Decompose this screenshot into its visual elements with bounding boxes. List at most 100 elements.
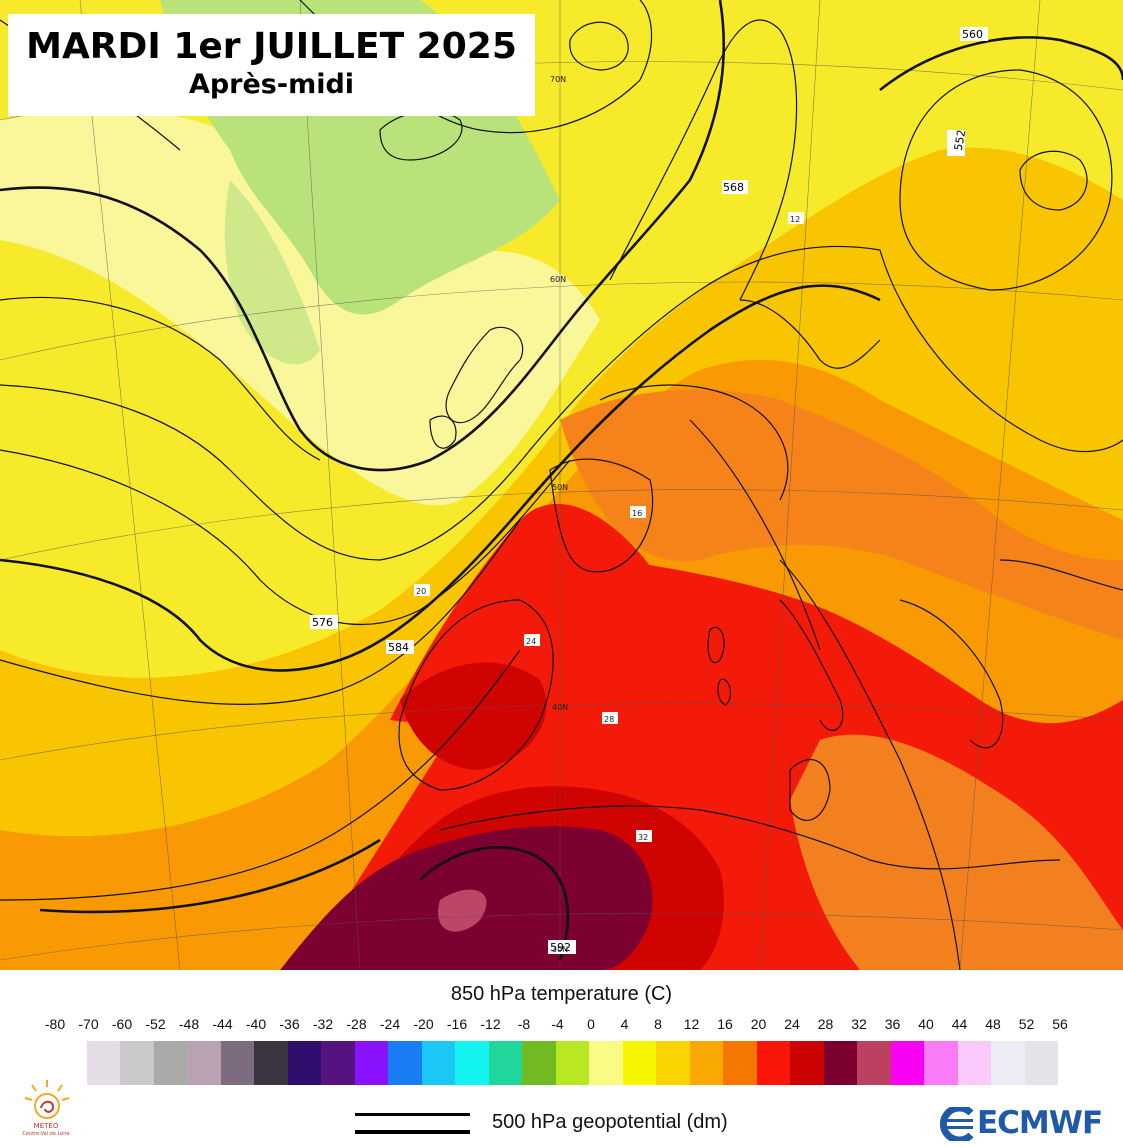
colorbar-tick-label: -12 [480, 1016, 501, 1032]
colorbar-ticks: -80 -70 -60 -52 -48 -44 -40 -36 -32 -28 -24 -20 -16-… [0, 1016, 1123, 1036]
colorbar-tick-label: 24 [784, 1016, 800, 1032]
contour-label-bg [386, 640, 414, 654]
colorbar-swatch [455, 1041, 489, 1085]
meteo-sun-logo-icon [24, 1080, 70, 1119]
colorbar-tick-label: 8 [654, 1016, 662, 1032]
map-title: MARDI 1er JUILLET 2025 [26, 26, 517, 67]
colorbar-tick-label: 4 [620, 1016, 629, 1032]
colorbar-tick-label: -48 [178, 1016, 200, 1032]
colorbar-swatch [87, 1041, 121, 1085]
geopotential-line-sample-thick [355, 1130, 470, 1134]
latitude-label-60n: 60N [550, 275, 566, 284]
colorbar-tick-label: -24 [379, 1016, 401, 1032]
latitude-label-70n: 70N [550, 75, 566, 84]
colorbar-tick-label: -80 [44, 1016, 66, 1032]
temp-label-bg [602, 712, 618, 724]
meteo-logo-region: Centre-Val de Loire [22, 1131, 70, 1137]
colorbar-tick-label: -60 [111, 1016, 133, 1032]
temp-label-bg [636, 830, 652, 842]
contour-label-group: 560 552 568 576 584 592 [310, 27, 988, 954]
colorbar-swatch [622, 1041, 657, 1085]
meteo-logo-name: MÉTÉO [33, 1122, 59, 1130]
colorbar-swatch [153, 1041, 188, 1085]
temp-label-12: 12 [790, 215, 800, 224]
colorbar-swatch [890, 1041, 925, 1085]
warm-band-central [560, 389, 1123, 640]
contour-label-bg [310, 615, 338, 629]
colorbar-swatch [220, 1041, 255, 1085]
colorbar-tick-label: -20 [413, 1016, 434, 1032]
temp-label-28: 28 [604, 715, 614, 724]
warm-band-gold [0, 147, 1123, 866]
ecmwf-logo: ECMWF [935, 1105, 1115, 1143]
colorbar-tick-label: 28 [817, 1016, 834, 1032]
legend-title: 850 hPa temperature (C) [450, 983, 673, 1005]
temp-label-bg [414, 584, 430, 596]
geopotential-line-sample-thin [355, 1113, 470, 1116]
colorbar-swatch [790, 1041, 824, 1085]
latitude-label-group: 70N 60N 50N 40N 30N [550, 75, 568, 954]
latitude-label-50n: 50N [552, 483, 568, 492]
colorbar-tick-label: 16 [717, 1016, 733, 1032]
warm-region-libya [790, 734, 1123, 970]
temp-label-24: 24 [526, 637, 536, 646]
geopotential-legend-label: 500 hPa geopotential (dm) [492, 1111, 728, 1133]
colorbar-tick-label: 52 [1018, 1016, 1035, 1032]
colorbar-swatch [823, 1041, 858, 1085]
colorbar-swatch [924, 1041, 958, 1085]
colorbar-tick-label: 32 [851, 1016, 867, 1032]
colorbar-swatch [522, 1041, 556, 1085]
extreme-heat-core [438, 889, 487, 932]
colorbar-swatch [991, 1041, 1025, 1085]
colorbar-swatch [287, 1041, 322, 1085]
colorbar-swatch [656, 1041, 690, 1085]
colorbar-swatch [756, 1041, 791, 1085]
colorbar-tick-label: -8 [517, 1016, 531, 1032]
colorbar-tick-label: -32 [312, 1016, 334, 1032]
colorbar-tick-label: -36 [279, 1016, 300, 1032]
colorbar-tick-label: 0 [587, 1016, 595, 1032]
colorbar-tick-label: 20 [750, 1016, 767, 1032]
map-subtitle: Après-midi [188, 69, 355, 100]
temp-label-bg [630, 506, 646, 518]
colorbar-tick-label: 56 [1052, 1016, 1068, 1032]
colorbar-swatch [388, 1041, 422, 1085]
latitude-label-30n: 30N [552, 945, 568, 954]
colorbar-swatch [689, 1041, 724, 1085]
meteo-logo: MÉTÉO Centre-Val de Loire [14, 1078, 78, 1144]
colorbar-swatch [488, 1041, 523, 1085]
colorbar-tick-label: 36 [884, 1016, 901, 1032]
temp-label-20: 20 [416, 587, 426, 596]
colorbar-swatch [723, 1041, 757, 1085]
colorbar [87, 1041, 1059, 1085]
temp-label-bg [524, 634, 540, 646]
contour-label-bg [947, 130, 965, 156]
colorbar-tick-label: 48 [985, 1016, 1001, 1032]
colorbar-tick-label: -40 [245, 1016, 267, 1032]
contour-label-bg [548, 940, 576, 954]
colorbar-tick-label: -16 [446, 1016, 468, 1032]
colorbar-tick-label: 12 [683, 1016, 700, 1032]
temperature-label-group: 12 16 20 24 28 32 [414, 212, 804, 842]
colorbar-tick-label: 40 [918, 1016, 934, 1032]
colorbar-swatch [421, 1041, 456, 1085]
cool-region-tongue [224, 180, 320, 365]
geopotential-legend: 500 hPa geopotential (dm) [355, 1108, 775, 1140]
contour-label-bg [960, 27, 988, 41]
ecmwf-wordmark: ECMWF [977, 1105, 1103, 1141]
contour-label-584: 584 [388, 641, 409, 654]
temp-label-16: 16 [632, 509, 642, 518]
colorbar-swatch [354, 1041, 389, 1085]
contour-label-560: 560 [962, 28, 983, 41]
colorbar-swatch [555, 1041, 590, 1085]
contour-label-568: 568 [723, 181, 744, 194]
colorbar-swatch [254, 1041, 288, 1085]
colorbar-swatch [589, 1041, 623, 1085]
latitude-label-40n: 40N [552, 703, 568, 712]
contour-label-576: 576 [312, 616, 333, 629]
contour-label-552: 552 [952, 129, 968, 152]
ecmwf-logo-mark-icon [939, 1107, 974, 1141]
temp-label-32: 32 [638, 833, 648, 842]
colorbar-tick-label: 44 [951, 1016, 968, 1032]
weather-map: 560 552 568 576 584 592 70N 60N 50N 40N … [0, 0, 1123, 970]
